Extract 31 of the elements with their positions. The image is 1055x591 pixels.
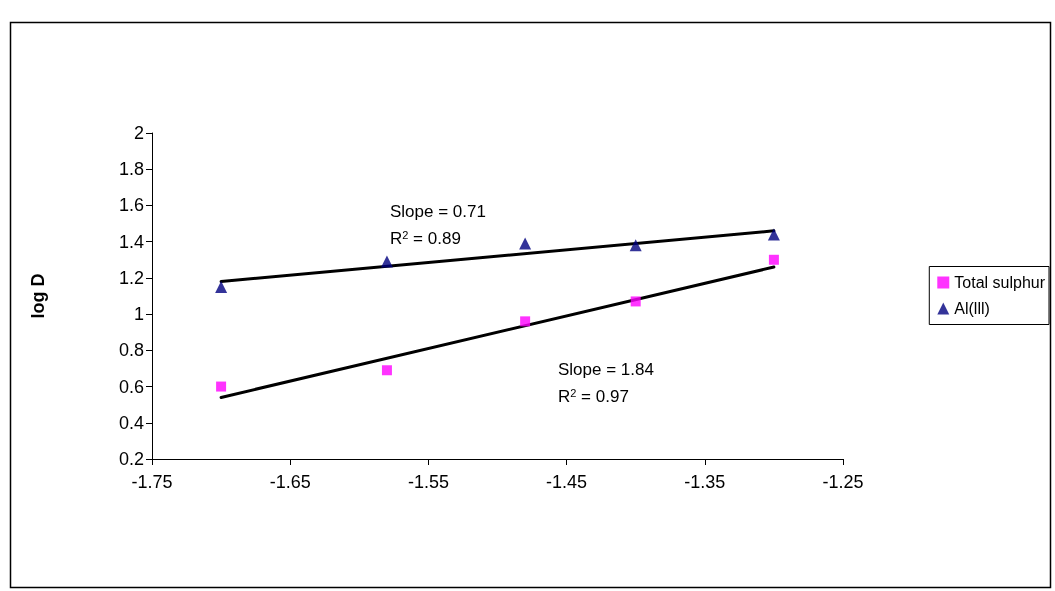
point (768, 254, 779, 265)
x-tick-label: -1.65 (269, 472, 311, 492)
y-tick-label: 1.4 (118, 231, 144, 252)
x-tick-label: -1.35 (684, 472, 726, 492)
point (381, 365, 392, 376)
legend-label: Al(lll) (954, 300, 990, 317)
x-tick-label: -1.25 (822, 472, 864, 492)
point (216, 381, 227, 392)
annotation: Slope = 1.84 (558, 360, 654, 379)
point (767, 228, 780, 241)
y-tick-label: 1.6 (118, 195, 144, 216)
x-tick-label: -1.75 (131, 472, 173, 492)
y-tick-label: 1.8 (118, 159, 144, 180)
legend-label: Total sulphur (954, 274, 1046, 291)
point (380, 255, 393, 268)
point (629, 239, 642, 252)
y-tick-label: 0.4 (118, 412, 144, 433)
annotation: Slope = 0.71 (390, 202, 486, 221)
y-tick-label: 0.8 (118, 340, 144, 361)
y-tick-label: 1.2 (118, 267, 144, 288)
x-tick-label: -1.55 (407, 472, 449, 492)
y-tick-label: 2 (133, 123, 144, 143)
y-axis-title: log D (28, 273, 48, 319)
y-tick-label: 1 (133, 304, 144, 325)
point (630, 296, 641, 307)
point (519, 237, 532, 250)
x-tick-label: -1.45 (546, 472, 588, 492)
y-tick-label: 0.6 (118, 376, 144, 397)
y-tick-label: 0.2 (118, 449, 144, 469)
point (520, 316, 531, 327)
point (215, 280, 228, 293)
